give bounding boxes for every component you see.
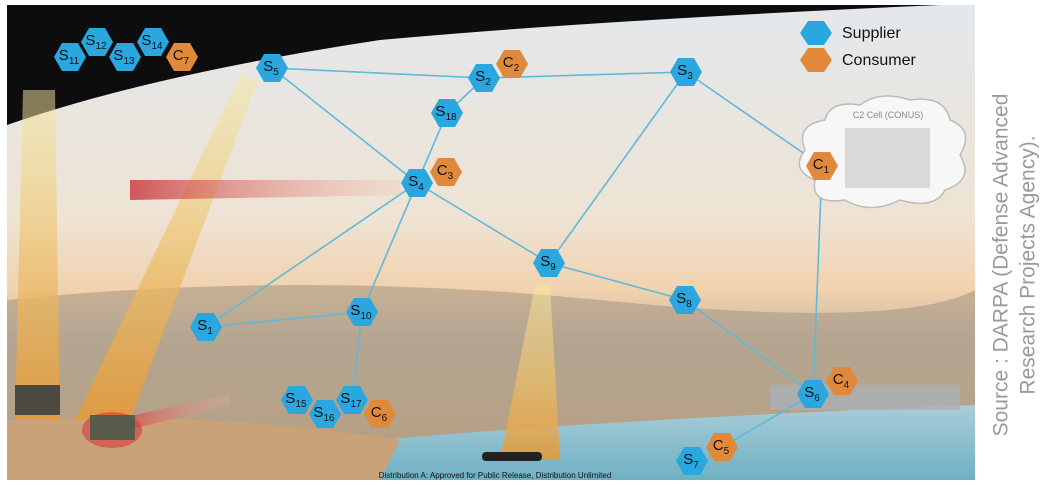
source: Source : DARPA (Defense Advanced Researc…	[990, 94, 1040, 437]
node-subscript: 6	[814, 393, 820, 404]
legend-consumer: Consumer	[842, 52, 916, 69]
legend-supplier: Supplier	[842, 25, 901, 42]
node-letter: C	[713, 437, 724, 454]
node-subscript: 16	[323, 413, 335, 424]
node-subscript: 15	[295, 399, 307, 410]
node-letter: S	[197, 317, 207, 334]
node-subscript: 11	[69, 56, 80, 67]
node-subscript: 5	[724, 446, 730, 457]
node-subscript: 2	[514, 63, 520, 74]
node-letter: S	[683, 451, 693, 468]
node-subscript: 1	[207, 326, 213, 337]
node-subscript: 2	[485, 77, 491, 88]
node-letter: C	[371, 404, 382, 421]
node-subscript: 12	[95, 41, 107, 52]
source-line: Research Projects Agency).	[1017, 135, 1040, 394]
node-letter: S	[59, 47, 69, 64]
node-letter: C	[173, 47, 184, 64]
node-subscript: 14	[151, 41, 163, 52]
node-letter: S	[408, 173, 418, 190]
node-subscript: 7	[693, 460, 699, 471]
diagram: C2 Cell (CONUS) S11S12S13S14C7S5C2S2S3S1…	[0, 0, 1047, 485]
node-subscript: 5	[273, 67, 279, 78]
node-letter: S	[313, 404, 323, 421]
footer: Distribution A: Approved for Public Rele…	[379, 471, 612, 480]
node-subscript: 13	[123, 56, 135, 67]
node-subscript: 4	[418, 182, 424, 193]
source-line: Source : DARPA (Defense Advanced	[990, 94, 1013, 437]
cloud-label: C2 Cell (CONUS)	[853, 110, 924, 120]
node-letter: C	[813, 156, 824, 173]
node-subscript: 8	[686, 299, 692, 310]
node-letter: S	[85, 32, 95, 49]
node-subscript: 6	[382, 413, 388, 424]
node-subscript: 1	[824, 165, 830, 176]
node-letter: C	[833, 371, 844, 388]
node-letter: S	[285, 390, 295, 407]
node-subscript: 17	[350, 399, 362, 410]
node-letter: S	[141, 32, 151, 49]
node-letter: S	[540, 253, 550, 270]
node-letter: S	[340, 390, 350, 407]
node-letter: C	[437, 162, 448, 179]
node-subscript: 3	[687, 71, 693, 82]
node-subscript: 10	[360, 311, 372, 322]
node-letter: S	[804, 384, 814, 401]
node-subscript: 9	[550, 262, 556, 273]
node-letter: S	[350, 302, 360, 319]
node-letter: S	[113, 47, 123, 64]
node-subscript: 18	[445, 112, 457, 123]
node-letter: S	[263, 58, 273, 75]
node-letter: S	[475, 68, 485, 85]
node-subscript: 4	[844, 380, 850, 391]
node-subscript: 3	[448, 171, 454, 182]
node-letter: S	[676, 290, 686, 307]
node-letter: C	[503, 54, 514, 71]
node-letter: S	[677, 62, 687, 79]
node-subscript: 7	[184, 56, 190, 67]
node-letter: S	[435, 103, 445, 120]
